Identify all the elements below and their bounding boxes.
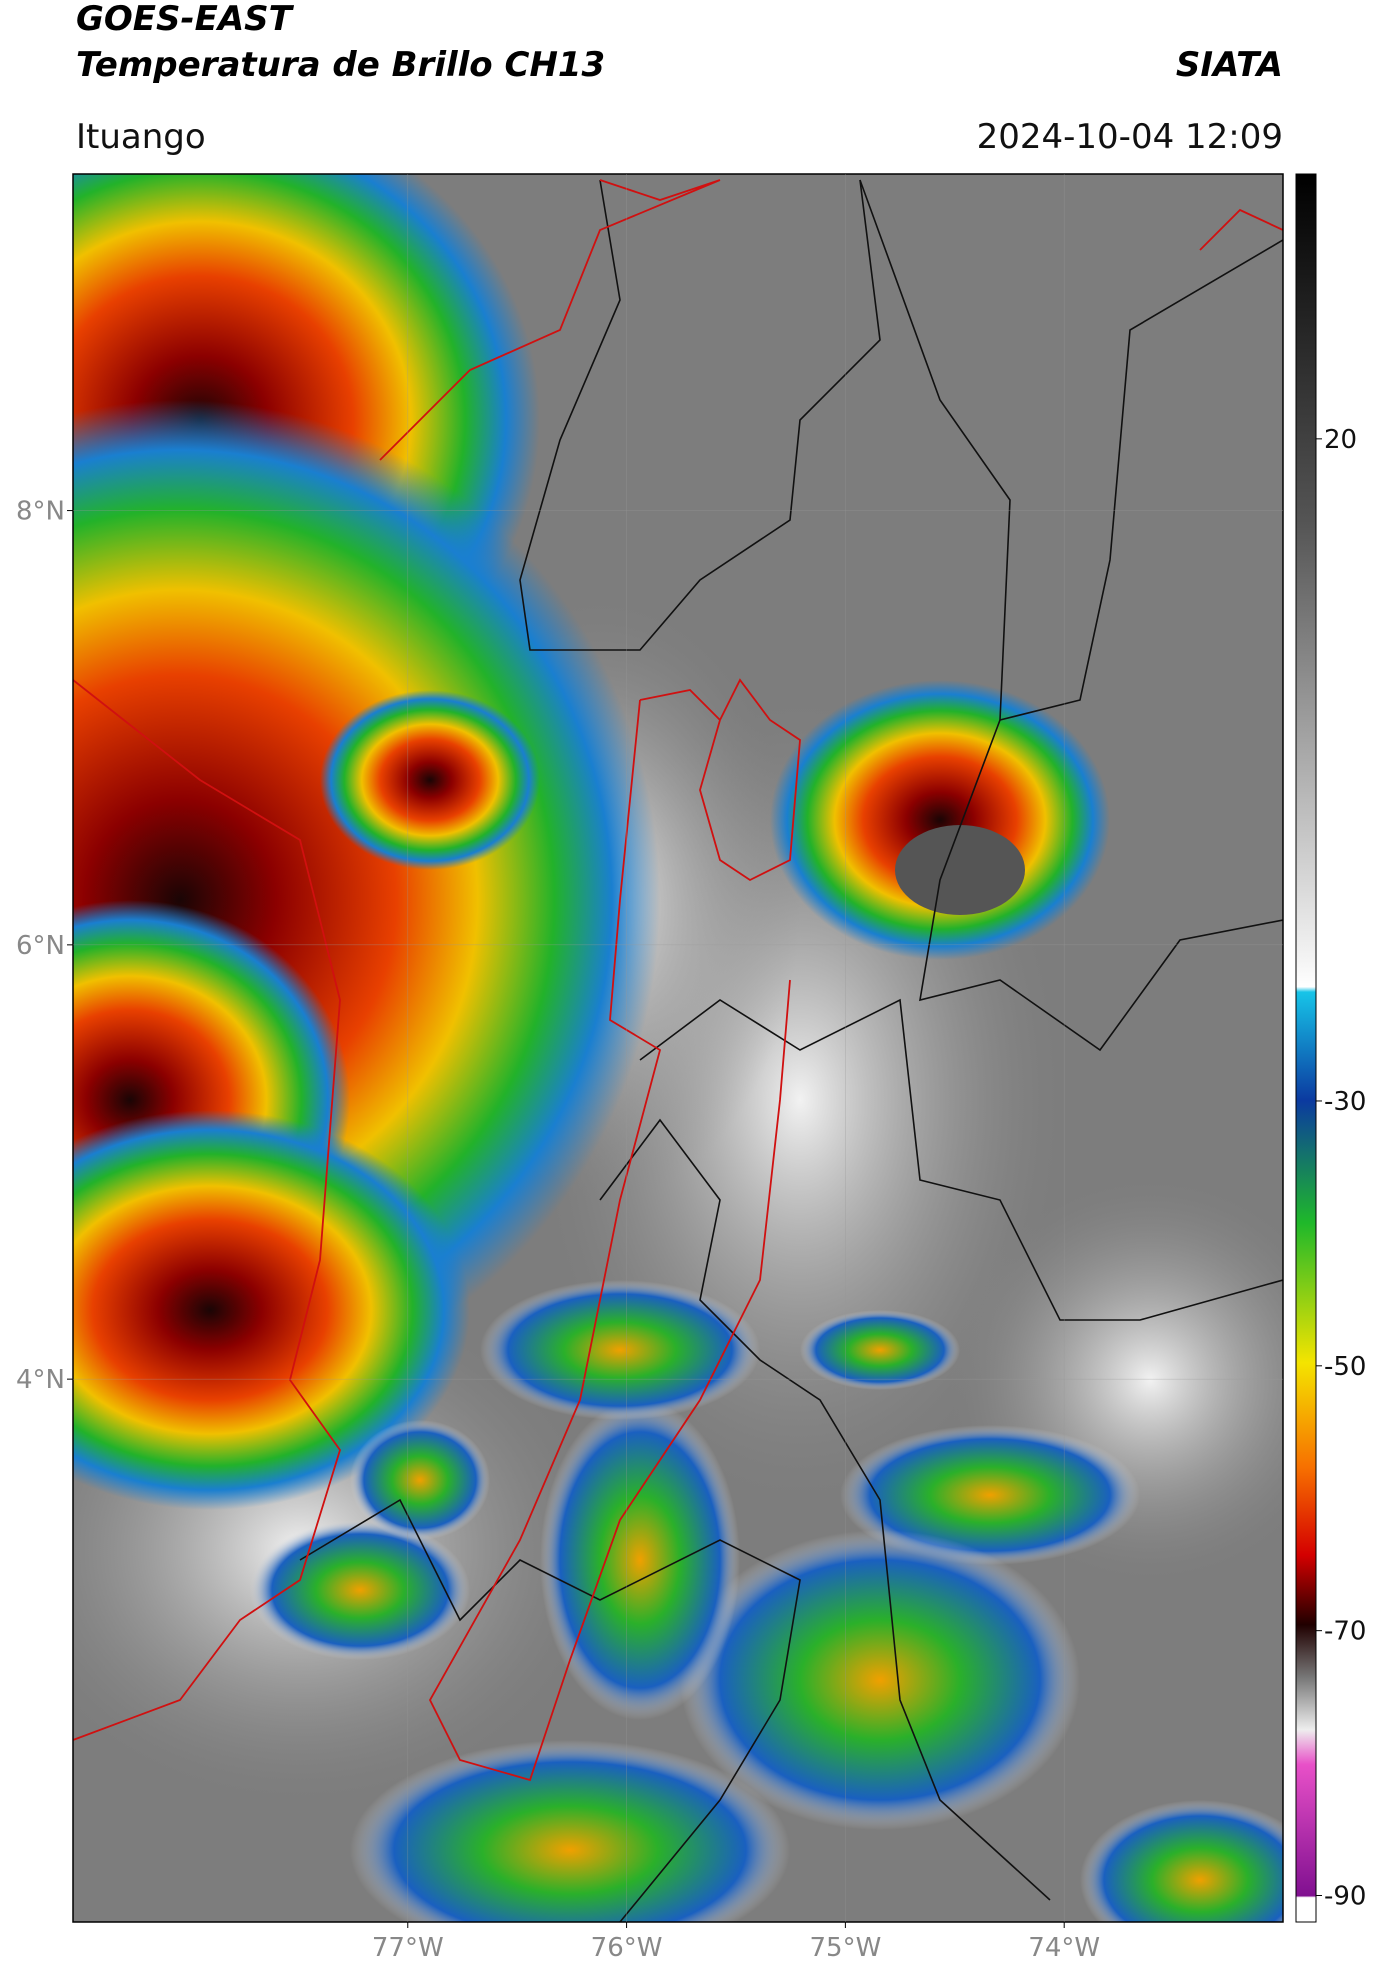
colorbar-tick-label: -90 bbox=[1324, 1882, 1366, 1912]
colorbar-tick-label: -50 bbox=[1324, 1352, 1366, 1382]
lon-tick-label: 75°W bbox=[809, 1933, 881, 1963]
map-frame bbox=[72, 173, 1284, 1923]
lat-tick-label: 6°N bbox=[16, 931, 65, 961]
location: Ituango bbox=[76, 117, 206, 157]
organization: SIATA bbox=[1176, 45, 1283, 85]
colorbar bbox=[1295, 173, 1317, 1923]
colorbar-tick-label: 20 bbox=[1324, 425, 1357, 455]
lon-tick-label: 77°W bbox=[372, 1933, 444, 1963]
subtitle: Temperatura de Brillo CH13 bbox=[76, 45, 605, 85]
satellite-image bbox=[73, 174, 1283, 1922]
title: GOES-EAST bbox=[76, 0, 295, 39]
colorbar-tick-label: -30 bbox=[1324, 1087, 1366, 1117]
lon-tick-label: 76°W bbox=[591, 1933, 663, 1963]
datetime: 2024-10-04 12:09 bbox=[977, 117, 1283, 157]
lat-tick-label: 4°N bbox=[16, 1365, 65, 1395]
lat-tick-label: 8°N bbox=[16, 497, 65, 527]
lon-tick-label: 74°W bbox=[1028, 1933, 1100, 1963]
ticks: 8°N 6°N 4°N 77°W 76°W 75°W 74°W 20 -30 -50 -70 -90 bbox=[16, 174, 1366, 1963]
colorbar-tick-label: -70 bbox=[1324, 1617, 1366, 1647]
